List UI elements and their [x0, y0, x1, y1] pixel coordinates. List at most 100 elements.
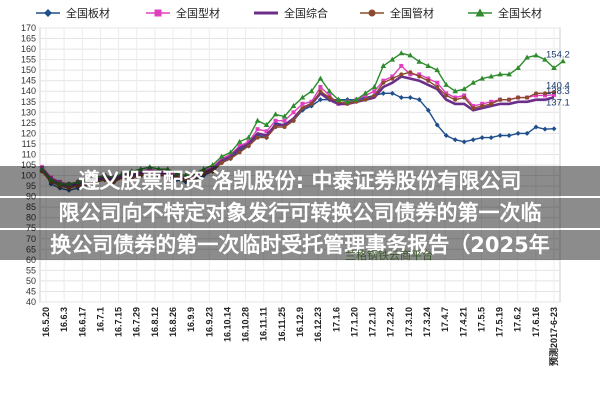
data-point	[434, 67, 441, 73]
data-point	[542, 56, 548, 62]
data-point	[425, 107, 431, 113]
data-point	[507, 97, 512, 102]
x-axis: 16.5.20 16.6.3 16.6.17 16.7.1 16.7.15 16.7.29…	[41, 307, 559, 366]
x-tick-label: 17.3.10	[404, 307, 414, 337]
y-tick-label: 115	[22, 139, 36, 149]
data-point	[290, 102, 297, 108]
data-point	[416, 58, 423, 64]
x-tick-label: 17.4.7	[440, 307, 450, 332]
y-tick-label: 105	[21, 160, 36, 170]
y-tick-label: 80	[26, 213, 36, 223]
data-point	[309, 101, 314, 106]
data-point	[399, 63, 404, 68]
data-point	[417, 72, 422, 77]
data-point	[120, 170, 126, 176]
data-point	[453, 97, 458, 102]
data-point	[255, 127, 260, 132]
data-point	[444, 93, 449, 98]
data-point	[210, 169, 215, 174]
x-tick-label: 17.6.16	[531, 307, 541, 337]
data-point	[192, 175, 197, 180]
data-point	[480, 101, 485, 106]
data-point	[471, 106, 476, 111]
data-point	[201, 171, 206, 176]
data-point	[272, 111, 279, 117]
data-point	[434, 122, 440, 128]
y-tick-label: 85	[26, 202, 36, 212]
data-point	[300, 106, 305, 111]
data-point	[318, 85, 323, 90]
y-tick-label: 130	[21, 107, 36, 117]
x-tick-label: 16.6.3	[59, 307, 69, 332]
x-tick-label: 16.7.29	[132, 307, 142, 337]
data-point	[93, 174, 99, 180]
legend-marker	[475, 8, 485, 17]
y-tick-label: 125	[21, 118, 36, 128]
data-point	[291, 118, 296, 123]
y-tick-label: 70	[26, 234, 36, 244]
data-point	[299, 94, 306, 100]
data-point	[48, 176, 54, 182]
y-tick-label: 160	[21, 44, 36, 54]
data-point	[498, 97, 503, 102]
y-tick-label: 55	[26, 265, 36, 275]
data-point	[380, 90, 386, 96]
data-point	[525, 95, 530, 100]
data-point	[156, 169, 161, 174]
data-point	[534, 91, 539, 96]
end-value-label: 138.3	[546, 86, 570, 97]
data-point	[165, 169, 170, 174]
data-point	[66, 180, 72, 186]
data-point	[381, 78, 386, 83]
data-point	[480, 103, 485, 108]
data-point	[255, 135, 260, 140]
data-point	[399, 72, 404, 77]
data-point	[210, 165, 215, 170]
overlay-headline-1: 遵义股票配资 洛凯股份: 中泰证券股份有限公司	[0, 166, 600, 196]
data-point	[390, 76, 395, 81]
data-point	[57, 180, 63, 186]
data-point	[489, 101, 494, 106]
data-point	[497, 132, 503, 138]
data-point	[560, 58, 566, 64]
data-point	[254, 117, 261, 123]
x-tick-label: 预测2017-6-23	[548, 307, 559, 366]
data-point	[470, 137, 476, 143]
x-tick-label: 17.1.6	[331, 307, 341, 332]
data-point	[102, 177, 107, 182]
y-tick-label: 65	[26, 244, 36, 254]
x-tick-label: 16.7.15	[114, 307, 124, 337]
x-tick-label: 16.8.12	[150, 307, 160, 337]
data-point	[389, 56, 396, 62]
data-point	[534, 93, 539, 98]
data-point	[515, 130, 521, 136]
data-point	[93, 179, 98, 184]
y-tick-label: 170	[21, 23, 36, 33]
data-point	[362, 90, 369, 96]
data-point	[542, 126, 548, 132]
data-point	[426, 76, 431, 81]
data-point	[227, 149, 234, 155]
data-point	[129, 175, 134, 180]
data-point	[318, 89, 323, 94]
data-point	[497, 71, 503, 77]
data-point	[282, 118, 287, 123]
x-tick-label: 16.9.9	[186, 307, 196, 332]
data-point	[407, 52, 414, 58]
data-point	[174, 173, 179, 178]
data-point	[138, 173, 143, 178]
data-point	[219, 160, 224, 165]
data-point	[452, 88, 458, 94]
legend-marker	[154, 9, 162, 17]
data-point	[461, 139, 467, 145]
x-tick-label: 17.3.24	[422, 307, 432, 337]
data-point	[552, 92, 556, 97]
x-tick-label: 17.6.2	[513, 307, 523, 332]
data-point	[75, 178, 81, 184]
x-tick-label: 17.2.10	[368, 307, 378, 337]
x-tick-label: 16.7.1	[95, 307, 105, 332]
x-tick-label: 16.8.26	[168, 307, 178, 337]
data-point	[111, 179, 116, 184]
data-point	[129, 171, 134, 176]
